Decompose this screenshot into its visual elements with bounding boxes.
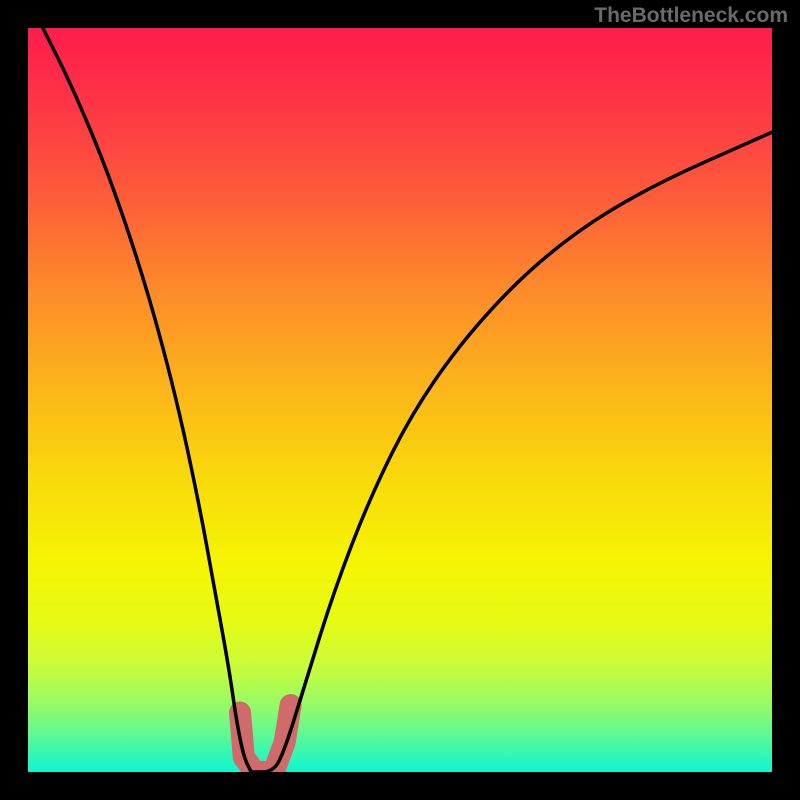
watermark-text: TheBottleneck.com (594, 4, 788, 28)
plot-area (28, 28, 772, 772)
chart-outer-frame: TheBottleneck.com (0, 0, 800, 800)
curve-right (251, 132, 772, 772)
curve-left (43, 28, 251, 772)
curve-layer (28, 28, 772, 772)
